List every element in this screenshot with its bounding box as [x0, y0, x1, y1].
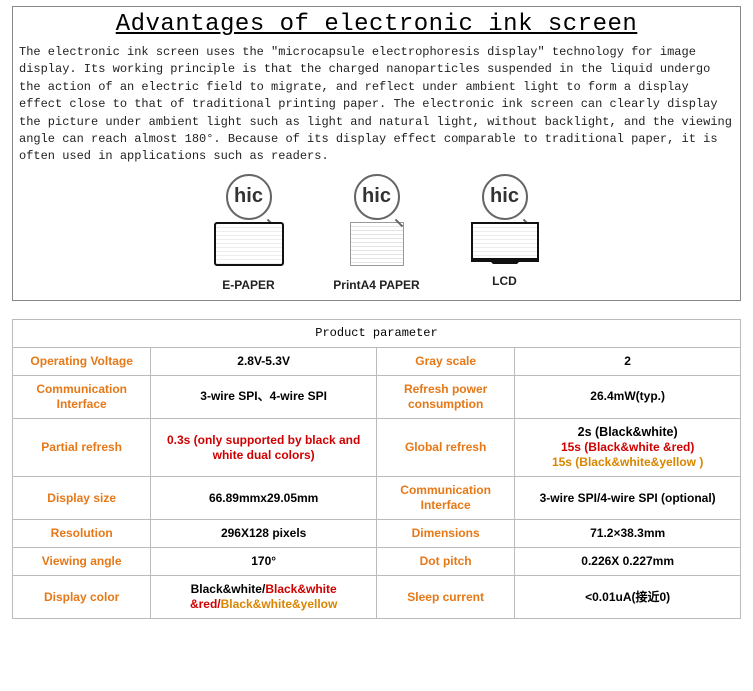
param-value: <0.01uA(接近0): [515, 576, 741, 619]
param-value: 26.4mW(typ.): [515, 375, 741, 418]
paper-label: PrintA4 PAPER: [333, 278, 419, 292]
parameter-table: Product parameter Operating Voltage 2.8V…: [12, 319, 741, 620]
param-label: Display size: [13, 477, 151, 520]
paper-sheet-icon: [350, 222, 404, 266]
param-value: 2s (Black&white) 15s (Black&white &red) …: [515, 418, 741, 477]
param-label: Resolution: [13, 520, 151, 548]
param-label: Viewing angle: [13, 548, 151, 576]
magnifier-icon: hic: [354, 174, 400, 220]
magnifier-icon: hic: [226, 174, 272, 220]
refresh-bwred: 15s (Black&white &red): [561, 440, 694, 454]
magnifier-icon: hic: [482, 174, 528, 220]
param-label: Sleep current: [376, 576, 514, 619]
color-bwyellow: Black&white&yellow: [221, 597, 338, 611]
param-label: Partial refresh: [13, 418, 151, 477]
param-label: Display color: [13, 576, 151, 619]
table-row: Operating Voltage 2.8V-5.3V Gray scale 2: [13, 347, 741, 375]
parameter-title: Product parameter: [13, 319, 741, 347]
illustration-row: hic E-PAPER hic PrintA4 PAPER hic LCD: [13, 168, 740, 300]
param-label: Communication Interface: [376, 477, 514, 520]
table-row: Viewing angle 170° Dot pitch 0.226X 0.22…: [13, 548, 741, 576]
lcd-label: LCD: [492, 274, 517, 288]
param-value: 296X128 pixels: [151, 520, 377, 548]
param-label: Global refresh: [376, 418, 514, 477]
table-row: Communication Interface 3-wire SPI、4-wir…: [13, 375, 741, 418]
color-bw: Black&white/: [191, 582, 266, 596]
param-value: 170°: [151, 548, 377, 576]
refresh-bwyellow: 15s (Black&white&yellow ): [552, 455, 703, 469]
param-value: 66.89mmx29.05mm: [151, 477, 377, 520]
advantages-body: The electronic ink screen uses the "micr…: [13, 40, 740, 168]
illus-paper: hic PrintA4 PAPER: [327, 174, 427, 292]
lcd-monitor-icon: [471, 222, 539, 262]
table-row: Display color Black&white/Black&white &r…: [13, 576, 741, 619]
param-label: Refresh power consumption: [376, 375, 514, 418]
param-value: 3-wire SPI、4-wire SPI: [151, 375, 377, 418]
illus-epaper: hic E-PAPER: [199, 174, 299, 292]
param-value: 2: [515, 347, 741, 375]
param-label: Gray scale: [376, 347, 514, 375]
advantages-section: Advantages of electronic ink screen The …: [12, 6, 741, 301]
table-row: Resolution 296X128 pixels Dimensions 71.…: [13, 520, 741, 548]
illus-lcd: hic LCD: [455, 174, 555, 292]
param-value: Black&white/Black&white &red/Black&white…: [151, 576, 377, 619]
advantages-title: Advantages of electronic ink screen: [13, 7, 740, 40]
epaper-label: E-PAPER: [222, 278, 274, 292]
param-label: Operating Voltage: [13, 347, 151, 375]
param-value: 2.8V-5.3V: [151, 347, 377, 375]
param-value: 3-wire SPI/4-wire SPI (optional): [515, 477, 741, 520]
param-value: 71.2×38.3mm: [515, 520, 741, 548]
refresh-bw: 2s (Black&white): [578, 425, 678, 439]
param-label: Communication Interface: [13, 375, 151, 418]
table-row: Display size 66.89mmx29.05mm Communicati…: [13, 477, 741, 520]
param-label: Dimensions: [376, 520, 514, 548]
param-label: Dot pitch: [376, 548, 514, 576]
epaper-device-icon: [214, 222, 284, 266]
table-row: Partial refresh 0.3s (only supported by …: [13, 418, 741, 477]
param-value: 0.226X 0.227mm: [515, 548, 741, 576]
param-value: 0.3s (only supported by black and white …: [151, 418, 377, 477]
